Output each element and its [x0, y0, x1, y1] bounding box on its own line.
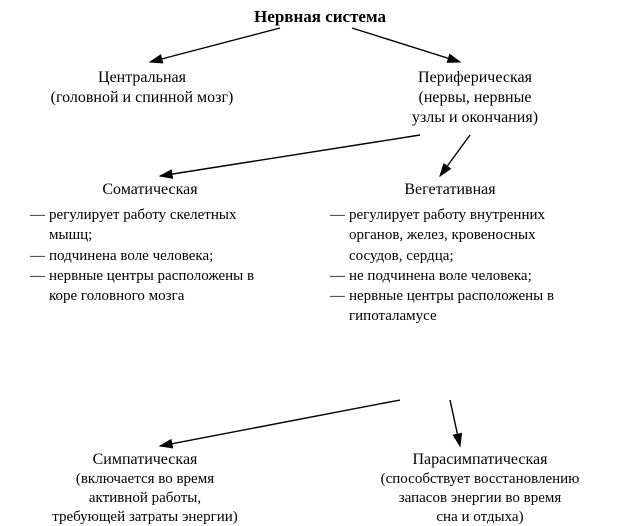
- central-title: Центральная: [12, 68, 272, 88]
- desc-vegetative: —регулирует работу внутренних органов, ж…: [330, 205, 590, 327]
- arrow-4: [160, 400, 400, 446]
- dash-icon: —: [30, 266, 49, 307]
- root-title: Нервная система: [254, 7, 386, 26]
- desc-veget-text-0: регулирует работу внутренних органов, же…: [349, 205, 590, 266]
- symp-sub1: (включается во время: [10, 470, 280, 489]
- arrow-0: [150, 28, 280, 62]
- node-vegetative: Вегетативная: [360, 180, 540, 200]
- desc-somatic-item-2: —нервные центры расположены в коре голов…: [30, 266, 260, 307]
- parasymp-title: Парасимпатическая: [330, 450, 630, 470]
- dash-icon: —: [330, 205, 349, 266]
- arrow-2: [160, 135, 420, 176]
- veget-title: Вегетативная: [360, 180, 540, 200]
- desc-somatic-item-1: —подчинена воле человека;: [30, 246, 260, 266]
- central-subtitle: (головной и спинной мозг): [12, 88, 272, 108]
- symp-sub3: требующей затраты энергии): [10, 508, 280, 526]
- arrow-5: [450, 400, 460, 446]
- node-central: Центральная (головной и спинной мозг): [12, 68, 272, 108]
- parasymp-sub3: сна и отдыха): [330, 508, 630, 526]
- desc-veget-item-2: —нервные центры расположены в гипоталаму…: [330, 286, 590, 327]
- somatic-title: Соматическая: [60, 180, 240, 200]
- desc-somatic-text-0: регулирует работу скелетных мышц;: [49, 205, 260, 246]
- desc-veget-text-1: не подчинена воле человека;: [349, 266, 590, 286]
- periph-subtitle2: узлы и окончания): [350, 108, 600, 128]
- desc-veget-item-1: —не подчинена воле человека;: [330, 266, 590, 286]
- periph-title: Периферическая: [350, 68, 600, 88]
- parasymp-sub2: запасов энергии во время: [330, 489, 630, 508]
- node-somatic: Соматическая: [60, 180, 240, 200]
- periph-subtitle1: (нервы, нервные: [350, 88, 600, 108]
- dash-icon: —: [330, 266, 349, 286]
- symp-sub2: активной работы,: [10, 489, 280, 508]
- node-root: Нервная система: [220, 6, 420, 27]
- dash-icon: —: [30, 246, 49, 266]
- arrow-1: [352, 28, 460, 62]
- desc-somatic-text-1: подчинена воле человека;: [49, 246, 260, 266]
- parasymp-sub1: (способствует восстановлению: [330, 470, 630, 489]
- desc-somatic-text-2: нервные центры расположены в коре головн…: [49, 266, 260, 307]
- symp-title: Симпатическая: [10, 450, 280, 470]
- desc-somatic-item-0: —регулирует работу скелетных мышц;: [30, 205, 260, 246]
- node-sympathetic: Симпатическая (включается во время актив…: [10, 450, 280, 526]
- arrow-3: [440, 135, 470, 176]
- node-peripheral: Периферическая (нервы, нервные узлы и ок…: [350, 68, 600, 128]
- dash-icon: —: [330, 286, 349, 327]
- dash-icon: —: [30, 205, 49, 246]
- desc-veget-text-2: нервные центры расположены в гипоталамус…: [349, 286, 590, 327]
- desc-veget-item-0: —регулирует работу внутренних органов, ж…: [330, 205, 590, 266]
- desc-somatic: —регулирует работу скелетных мышц;—подчи…: [30, 205, 260, 306]
- node-parasympathetic: Парасимпатическая (способствует восстано…: [330, 450, 630, 526]
